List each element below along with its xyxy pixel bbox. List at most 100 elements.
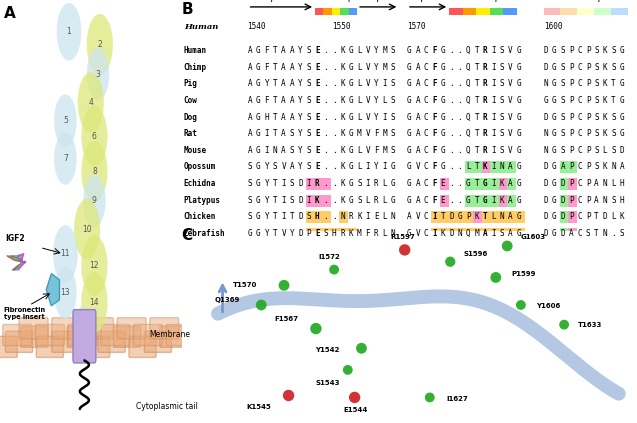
- Text: .: .: [611, 229, 616, 238]
- Text: P: P: [569, 129, 573, 138]
- Text: A: A: [594, 195, 599, 205]
- Text: G: G: [441, 146, 445, 155]
- FancyBboxPatch shape: [490, 211, 499, 223]
- Text: I: I: [491, 195, 496, 205]
- Text: Human: Human: [184, 22, 218, 30]
- Text: G: G: [517, 146, 521, 155]
- Circle shape: [74, 199, 100, 260]
- Text: V: V: [508, 113, 513, 121]
- Text: T: T: [611, 80, 616, 88]
- Text: T: T: [273, 46, 278, 55]
- Text: G: G: [457, 212, 462, 221]
- Text: A: A: [248, 63, 252, 72]
- Text: AB loop: AB loop: [318, 0, 354, 2]
- Text: L: L: [611, 179, 616, 188]
- Text: S: S: [594, 162, 599, 171]
- Text: 6: 6: [92, 132, 97, 141]
- Text: Chicken: Chicken: [184, 212, 216, 221]
- Text: P: P: [586, 195, 590, 205]
- FancyBboxPatch shape: [83, 336, 110, 357]
- Text: N: N: [273, 146, 278, 155]
- Text: Q: Q: [466, 96, 471, 105]
- Text: D: D: [543, 179, 548, 188]
- Text: G: G: [256, 179, 261, 188]
- Text: C: C: [577, 229, 582, 238]
- Text: G: G: [407, 229, 412, 238]
- Text: S: S: [306, 129, 311, 138]
- Text: A: A: [282, 129, 286, 138]
- Text: K: K: [340, 129, 345, 138]
- Text: T: T: [594, 212, 599, 221]
- FancyBboxPatch shape: [499, 228, 508, 240]
- Text: S1543: S1543: [315, 380, 340, 386]
- Text: R1597: R1597: [390, 233, 415, 239]
- Text: N: N: [603, 179, 607, 188]
- Text: A: A: [508, 195, 513, 205]
- Text: C: C: [577, 80, 582, 88]
- Text: S: S: [499, 80, 505, 88]
- Text: G: G: [441, 113, 445, 121]
- Text: .: .: [332, 113, 336, 121]
- Text: 7: 7: [63, 154, 68, 163]
- Text: I1572: I1572: [318, 254, 340, 260]
- Text: G: G: [619, 80, 624, 88]
- Text: S: S: [611, 146, 616, 155]
- Text: H: H: [619, 195, 624, 205]
- Text: L: L: [382, 96, 387, 105]
- Text: C: C: [577, 195, 582, 205]
- Point: [502, 242, 512, 249]
- Text: P: P: [569, 162, 573, 171]
- Text: .: .: [449, 80, 454, 88]
- Text: I: I: [382, 80, 387, 88]
- Text: β3: β3: [271, 0, 283, 2]
- Text: E: E: [315, 162, 320, 171]
- Text: G: G: [441, 63, 445, 72]
- Text: V: V: [366, 146, 370, 155]
- Text: S: S: [290, 146, 294, 155]
- Text: A: A: [415, 113, 420, 121]
- Text: G: G: [348, 129, 354, 138]
- FancyBboxPatch shape: [448, 228, 457, 240]
- Text: V: V: [366, 129, 370, 138]
- Text: P: P: [569, 96, 573, 105]
- Text: L: L: [491, 212, 496, 221]
- Text: N: N: [543, 80, 548, 88]
- FancyBboxPatch shape: [568, 228, 577, 240]
- FancyBboxPatch shape: [507, 178, 516, 190]
- Circle shape: [82, 235, 108, 296]
- FancyBboxPatch shape: [52, 318, 81, 339]
- Text: T: T: [475, 46, 479, 55]
- Text: T1633: T1633: [578, 321, 603, 328]
- Text: F: F: [264, 46, 269, 55]
- Text: P: P: [586, 96, 590, 105]
- Text: G: G: [552, 129, 557, 138]
- Circle shape: [57, 3, 82, 60]
- Text: E: E: [315, 46, 320, 55]
- Text: C: C: [424, 146, 429, 155]
- Text: C: C: [577, 146, 582, 155]
- FancyBboxPatch shape: [85, 318, 113, 339]
- Text: Y: Y: [264, 195, 269, 205]
- Circle shape: [54, 94, 76, 147]
- FancyBboxPatch shape: [507, 211, 516, 223]
- Text: Q: Q: [466, 63, 471, 72]
- Text: I: I: [264, 146, 269, 155]
- Text: G: G: [348, 46, 354, 55]
- Text: .: .: [332, 46, 336, 55]
- Text: C: C: [424, 96, 429, 105]
- Circle shape: [54, 132, 76, 185]
- Text: G: G: [441, 162, 445, 171]
- Text: T: T: [611, 96, 616, 105]
- Text: 3: 3: [96, 69, 101, 79]
- Text: FG loop: FG loop: [569, 0, 603, 2]
- Text: D: D: [543, 46, 548, 55]
- FancyBboxPatch shape: [499, 195, 508, 206]
- Text: I1627: I1627: [447, 396, 468, 402]
- Text: I: I: [491, 162, 496, 171]
- Text: S: S: [391, 113, 396, 121]
- Bar: [324, 8, 332, 14]
- Point: [356, 345, 366, 352]
- Text: R: R: [374, 195, 378, 205]
- Text: .: .: [332, 96, 336, 105]
- Text: G: G: [256, 162, 261, 171]
